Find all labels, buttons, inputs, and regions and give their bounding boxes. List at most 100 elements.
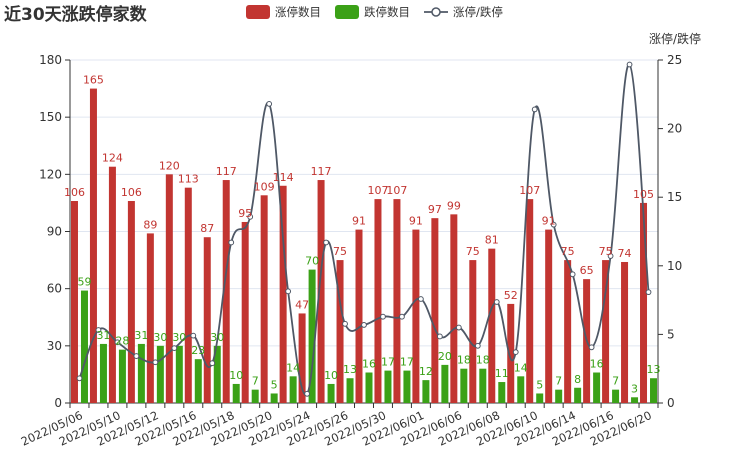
legend-swatch	[335, 5, 359, 19]
ratio-point	[76, 375, 83, 382]
limit-up-value-label: 87	[200, 222, 214, 235]
limit-up-bar	[412, 229, 420, 403]
limit-down-value-label: 23	[191, 344, 205, 357]
limit-up-bar	[127, 201, 135, 403]
limit-up-value-label: 106	[64, 186, 85, 199]
legend-item[interactable]: 涨停数目	[246, 5, 321, 19]
limit-down-value-label: 5	[536, 378, 543, 391]
legend-item[interactable]: 跌停数目	[335, 5, 410, 19]
right-tick-label: 0	[667, 396, 675, 410]
legend-label: 跌停数目	[364, 5, 410, 19]
ratio-point	[380, 313, 386, 320]
legend[interactable]: 涨停数目 跌停数目 涨停/跌停	[246, 5, 503, 19]
limit-up-value-label: 99	[447, 199, 461, 212]
limit-up-bar	[336, 260, 344, 403]
limit-down-value-label: 30	[153, 331, 167, 344]
limit-up-value-label: 113	[178, 173, 199, 186]
limit-down-bar	[479, 368, 487, 403]
ratio-point	[266, 101, 273, 107]
data-labels: 1065916531124281063189301203011323873011…	[64, 74, 661, 396]
limit-up-bar	[70, 201, 78, 403]
limit-down-bar	[251, 389, 259, 403]
right-tick-label: 10	[667, 259, 682, 273]
limit-down-bar	[650, 378, 658, 403]
limit-down-bar	[213, 345, 221, 403]
bars	[70, 88, 658, 403]
limit-up-value-label: 75	[561, 245, 575, 258]
limit-down-bar	[137, 343, 145, 403]
limit-down-bar	[194, 359, 202, 403]
limit-down-bar	[555, 389, 563, 403]
ratio-line-path	[78, 63, 650, 396]
limit-down-bar	[441, 364, 449, 403]
limit-up-bar	[526, 199, 534, 403]
limit-up-bar	[374, 199, 382, 403]
limit-up-bar	[108, 166, 116, 403]
ratio-point	[361, 322, 367, 328]
limit-down-value-label: 20	[438, 350, 452, 363]
ratio-point	[304, 390, 310, 397]
limit-up-bar	[393, 199, 401, 403]
ratio-point	[493, 299, 500, 305]
limit-up-value-label: 75	[599, 245, 613, 258]
limit-down-bar	[175, 345, 183, 403]
limit-down-bar	[517, 376, 525, 403]
limit-down-value-label: 31	[96, 329, 110, 342]
ratio-point	[133, 353, 140, 359]
ratio-point	[285, 288, 292, 295]
ratio-point	[323, 239, 329, 246]
legend-swatch	[246, 5, 270, 19]
limit-down-value-label: 12	[419, 365, 433, 378]
ratio-point	[342, 320, 348, 327]
ratio-line	[76, 61, 652, 397]
legend-label: 涨停/跌停	[453, 5, 503, 19]
limit-up-value-label: 89	[143, 218, 157, 231]
ratio-point	[531, 106, 538, 113]
limit-up-bar	[545, 229, 553, 403]
limit-up-value-label: 117	[311, 165, 332, 178]
ratio-point	[645, 289, 652, 296]
limit-up-bar	[431, 218, 439, 403]
ratio-point	[550, 221, 557, 228]
legend-item[interactable]: 涨停/跌停	[424, 5, 503, 19]
limit-down-bar	[308, 269, 316, 403]
limit-down-value-label: 10	[324, 369, 338, 382]
ratio-point	[607, 253, 614, 259]
limit-down-value-label: 16	[362, 358, 376, 371]
limit-down-bar	[365, 372, 373, 403]
ratio-point	[209, 360, 216, 367]
left-tick-label: 0	[54, 396, 62, 410]
limit-down-value-label: 30	[172, 331, 186, 344]
limit-up-value-label: 109	[254, 180, 275, 193]
ratio-point	[569, 271, 576, 278]
ratio-point	[626, 61, 633, 68]
limit-down-bar	[593, 372, 601, 403]
limit-down-value-label: 5	[271, 378, 278, 391]
limit-down-bar	[422, 380, 430, 403]
limit-up-bar	[621, 261, 629, 403]
left-tick-label: 180	[39, 53, 62, 67]
limit-up-value-label: 124	[102, 152, 123, 165]
limit-down-value-label: 11	[495, 367, 509, 380]
left-tick-label: 150	[39, 110, 62, 124]
limit-down-value-label: 14	[286, 361, 300, 374]
limit-down-bar	[536, 393, 544, 403]
limit-up-value-label: 91	[352, 215, 366, 228]
ratio-point	[588, 344, 595, 351]
limit-down-value-label: 13	[647, 363, 661, 376]
limit-down-bar	[574, 387, 582, 403]
limit-down-bar	[99, 343, 107, 403]
ratio-point	[474, 342, 481, 349]
left-tick-label: 60	[47, 282, 62, 296]
limit-up-bar	[488, 248, 496, 403]
limit-down-value-label: 17	[400, 356, 414, 369]
right-axis-label: 涨停/跌停	[649, 31, 701, 46]
limit-down-value-label: 17	[381, 356, 395, 369]
limit-down-value-label: 8	[574, 373, 581, 386]
limit-up-value-label: 47	[295, 298, 309, 311]
limit-up-value-label: 75	[466, 245, 480, 258]
limit-down-value-label: 7	[612, 375, 619, 388]
limit-up-bar	[469, 260, 477, 403]
limit-up-bar	[640, 202, 648, 403]
